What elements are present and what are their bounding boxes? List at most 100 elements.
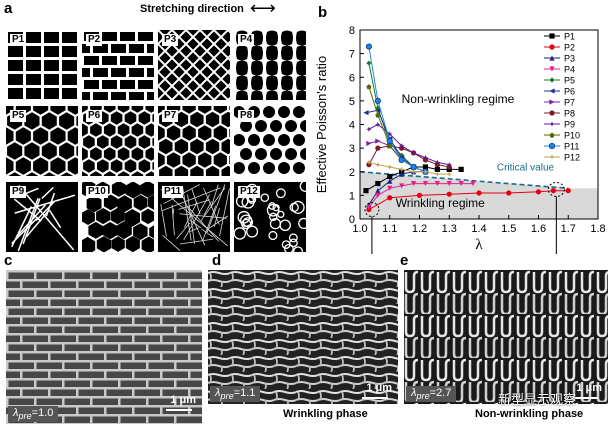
pattern-label-p9: P9: [10, 186, 27, 198]
point-p11: [410, 163, 417, 171]
poisson-ratio-chart: 1.0 1.1 1.2 1.3 1.4 1.5 1.6 1.7 1.8 0 1 2 3 4 5 6 7 8 λ Eff…: [314, 25, 606, 254]
legend-label-p1: P1: [564, 32, 575, 42]
pattern-label-p4: P4: [238, 34, 255, 46]
wrinkle-pattern-d: [208, 270, 398, 404]
pattern-tile-p5: P5: [6, 106, 78, 176]
y-tick-label: 4: [349, 120, 355, 132]
panel-c-letter: c: [4, 252, 13, 269]
pattern-label-p6: P6: [86, 110, 103, 122]
point-p7: [366, 140, 372, 146]
pattern-graphic-p9: [11, 185, 76, 252]
point-p9: [410, 150, 417, 156]
pattern-label-p5: P5: [10, 110, 27, 122]
pattern-label-p2: P2: [86, 34, 103, 46]
x-tick-label: 1.6: [531, 223, 546, 235]
scale-bar-d: [362, 397, 388, 399]
point-p11: [365, 43, 373, 50]
point-p9: [399, 143, 405, 149]
pattern-label-p12: P12: [238, 186, 260, 198]
pattern-label-p7: P7: [162, 110, 179, 122]
point-p6: [363, 110, 369, 116]
point-p1: [375, 180, 381, 187]
legend-label-p4: P4: [564, 65, 575, 75]
point-p10: [366, 84, 372, 90]
point-p4: [470, 180, 476, 187]
point-p8: [375, 145, 381, 151]
legend-label-p6: P6: [564, 87, 575, 97]
point-p9: [366, 126, 372, 132]
y-tick-label: 7: [349, 49, 355, 61]
legend-label-p3: P3: [564, 54, 575, 64]
watermark: 新型显示观察: [498, 392, 577, 407]
point-p2: [416, 192, 423, 198]
point-p2: [476, 190, 482, 196]
pattern-tile-p6: P6: [82, 106, 154, 176]
point-p5: [366, 60, 372, 66]
pattern-tile-p9: P9: [6, 182, 78, 252]
legend-marker-p1: [549, 33, 555, 39]
non-wrinkling-annotation: Non-wrinkling regime: [402, 92, 515, 106]
point-p4: [434, 180, 440, 187]
x-tick-label: 1.2: [412, 223, 427, 235]
sem-image-c: λpre=1.0 1 μm: [6, 270, 202, 424]
point-p2: [446, 191, 452, 197]
serpentine-pattern-e: [404, 270, 608, 404]
pattern-graphic-p2: [82, 32, 154, 100]
x-tick-label: 1.1: [382, 223, 397, 235]
panel-d-letter: d: [212, 252, 222, 269]
point-p1: [458, 166, 464, 172]
point-p2: [565, 188, 571, 194]
legend-label-p12: P12: [564, 153, 580, 163]
critical-value-annotation: Critical value: [497, 163, 555, 174]
lambda-badge-c: λpre=1.0: [8, 405, 59, 422]
pattern-tile-p3: P3: [158, 30, 230, 100]
point-p1: [387, 173, 393, 180]
x-tick-label: 1.3: [442, 223, 457, 235]
point-p4: [410, 180, 417, 187]
pattern-tile-p2: P2: [82, 30, 154, 100]
legend-marker-p3: [549, 55, 555, 61]
point-p6: [375, 107, 381, 113]
series-line-p6: [365, 109, 426, 173]
point-p9: [387, 131, 393, 137]
pattern-tile-p4: P4: [234, 30, 306, 100]
y-tick-label: 0: [349, 214, 355, 226]
point-p9: [422, 154, 429, 161]
caption-d: Wrinkling phase: [283, 408, 368, 420]
point-p1: [422, 164, 429, 170]
y-tick-label: 1: [349, 190, 355, 202]
legend-marker-p11: [548, 142, 556, 150]
point-p3: [375, 188, 381, 194]
point-p9: [434, 159, 440, 165]
point-p7: [375, 138, 381, 144]
y-tick-label: 5: [349, 96, 355, 108]
y-axis-label: Effective Poisson's ratio: [314, 56, 329, 193]
x-tick-label: 1.8: [590, 223, 605, 235]
point-p12: [399, 166, 405, 172]
pattern-graphic-p12: [234, 182, 306, 252]
pattern-tile-p10: P10: [82, 182, 154, 252]
point-p11: [386, 137, 393, 145]
point-p1: [363, 188, 369, 194]
point-p10: [375, 112, 381, 118]
point-p12: [434, 171, 440, 177]
pattern-label-p3: P3: [162, 34, 179, 46]
stretch-arrow-icon: ⟷: [250, 0, 276, 18]
point-p2: [506, 190, 512, 196]
x-tick-label: 1.5: [501, 223, 516, 235]
point-p4: [399, 183, 405, 189]
pattern-label-p10: P10: [86, 186, 108, 198]
point-p12: [410, 169, 417, 175]
legend-label-p7: P7: [564, 98, 575, 108]
point-p2: [550, 188, 556, 194]
point-p3: [399, 171, 405, 177]
legend-marker-p7: [549, 99, 555, 105]
point-p11: [398, 156, 405, 164]
legend-marker-p2: [549, 44, 555, 50]
legend-label-p8: P8: [564, 109, 575, 119]
pattern-tile-p1: P1: [6, 30, 78, 100]
legend-marker-p4: [549, 66, 555, 72]
y-tick-label: 2: [349, 167, 355, 179]
panel-e-letter: e: [400, 252, 409, 269]
x-axis-label: λ: [475, 237, 483, 253]
